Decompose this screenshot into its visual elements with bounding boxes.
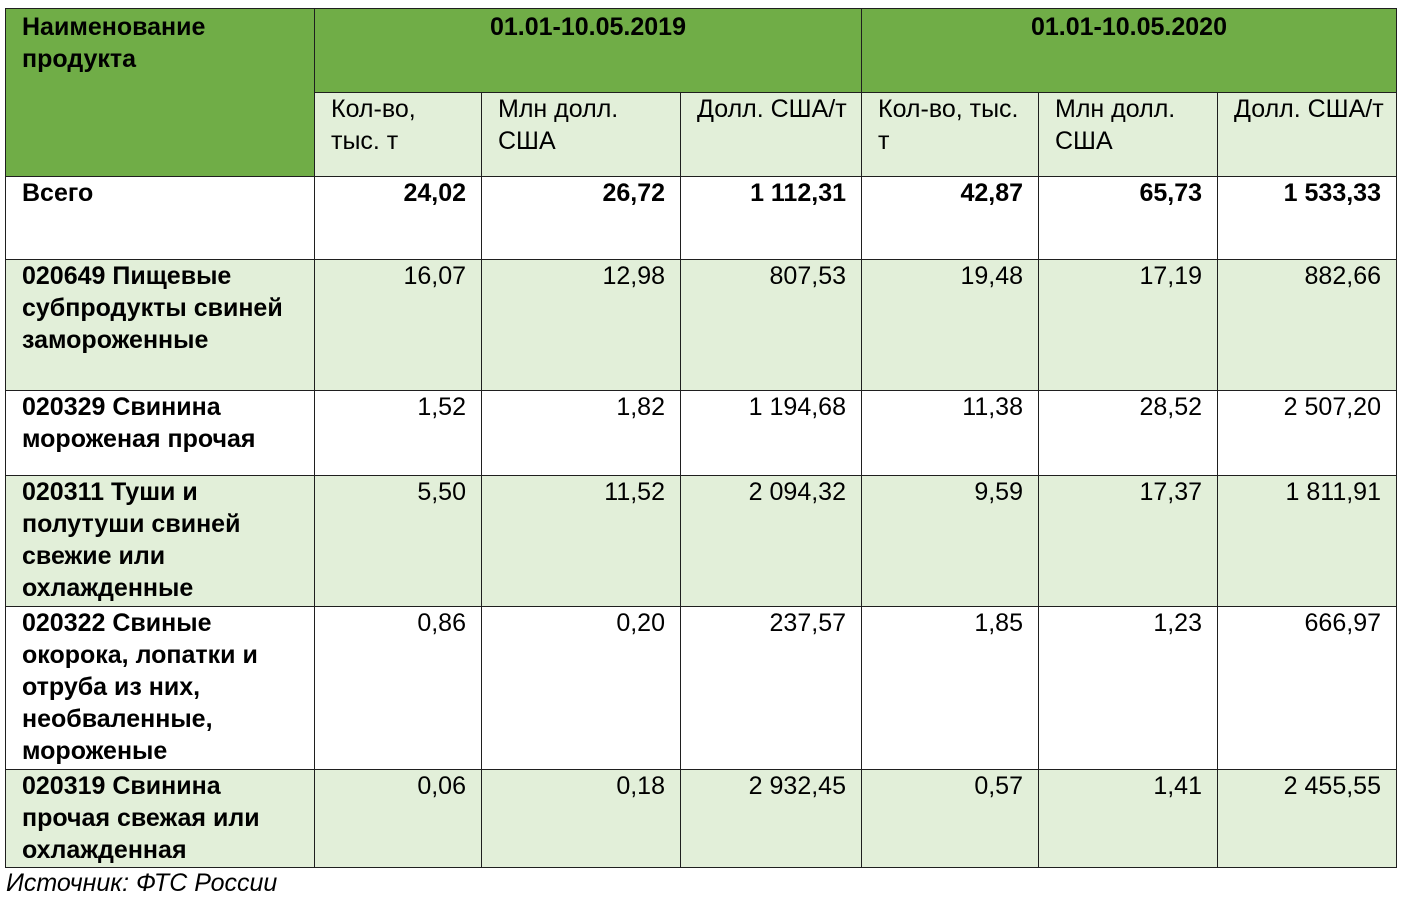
row-name: 020311 Туши и полутуши свиней свежие или… [5, 475, 315, 607]
cell-price-2020: 666,97 [1217, 606, 1397, 770]
cell-value-2019: 1,82 [481, 390, 681, 476]
row-name: 020329 Свинина мороженая прочая [5, 390, 315, 476]
cell-price-2020: 2 507,20 [1217, 390, 1397, 476]
cell-price-2020: 1 533,33 [1217, 176, 1397, 260]
table-row: 020649 Пищевые субпродукты свиней заморо… [5, 259, 1397, 391]
cell-value-2019: 0,18 [481, 769, 681, 868]
cell-price-2019: 2 094,32 [680, 475, 862, 607]
cell-qty-2019: 16,07 [314, 259, 482, 391]
cell-value-2019: 0,20 [481, 606, 681, 770]
row-name: 020322 Свиные окорока, лопатки и отруба … [5, 606, 315, 770]
header-period-2019: 01.01-10.05.2019 [314, 8, 862, 93]
cell-price-2019: 1 194,68 [680, 390, 862, 476]
table-row-total: Всего 24,02 26,72 1 112,31 42,87 65,73 1… [5, 176, 1397, 260]
table-row: 020311 Туши и полутуши свиней свежие или… [5, 475, 1397, 607]
header-qty-2019: Кол-во, тыс. т [314, 92, 482, 177]
cell-qty-2019: 24,02 [314, 176, 482, 260]
cell-qty-2020: 9,59 [861, 475, 1039, 607]
cell-price-2020: 2 455,55 [1217, 769, 1397, 868]
cell-value-2020: 65,73 [1038, 176, 1218, 260]
cell-value-2020: 1,41 [1038, 769, 1218, 868]
header-product-name: Наименование продукта [5, 8, 315, 177]
row-name: Всего [5, 176, 315, 260]
header-row-periods: Наименование продукта 01.01-10.05.2019 0… [5, 8, 1397, 177]
cell-qty-2020: 0,57 [861, 769, 1039, 868]
cell-qty-2020: 11,38 [861, 390, 1039, 476]
cell-qty-2019: 0,86 [314, 606, 482, 770]
row-name: 020649 Пищевые субпродукты свиней заморо… [5, 259, 315, 391]
table-row: 020322 Свиные окорока, лопатки и отруба … [5, 606, 1397, 770]
header-qty-2020: Кол-во, тыс. т [861, 92, 1039, 177]
table-row: 020329 Свинина мороженая прочая 1,52 1,8… [5, 390, 1397, 476]
source-note: Источник: ФТС России [6, 869, 278, 897]
cell-value-2019: 26,72 [481, 176, 681, 260]
cell-price-2019: 2 932,45 [680, 769, 862, 868]
cell-qty-2019: 1,52 [314, 390, 482, 476]
cell-qty-2020: 19,48 [861, 259, 1039, 391]
cell-qty-2020: 1,85 [861, 606, 1039, 770]
header-price-2019: Долл. США/т [680, 92, 862, 177]
cell-price-2019: 1 112,31 [680, 176, 862, 260]
cell-value-2020: 1,23 [1038, 606, 1218, 770]
cell-price-2019: 237,57 [680, 606, 862, 770]
cell-value-2019: 12,98 [481, 259, 681, 391]
header-value-2020: Млн долл. США [1038, 92, 1218, 177]
cell-price-2019: 807,53 [680, 259, 862, 391]
data-table: Наименование продукта 01.01-10.05.2019 0… [5, 8, 1397, 868]
cell-price-2020: 882,66 [1217, 259, 1397, 391]
header-value-2019: Млн долл. США [481, 92, 681, 177]
cell-value-2020: 28,52 [1038, 390, 1218, 476]
header-row-units: Кол-во, тыс. т Млн долл. США Долл. США/т… [6, 92, 1397, 177]
cell-price-2020: 1 811,91 [1217, 475, 1397, 607]
cell-qty-2019: 0,06 [314, 769, 482, 868]
row-name: 020319 Свинина прочая свежая или охлажде… [5, 769, 315, 868]
cell-value-2020: 17,37 [1038, 475, 1218, 607]
header-price-2020: Долл. США/т [1217, 92, 1397, 177]
cell-qty-2020: 42,87 [861, 176, 1039, 260]
table-row: 020319 Свинина прочая свежая или охлажде… [5, 769, 1397, 868]
header-period-2020: 01.01-10.05.2020 [861, 8, 1397, 93]
cell-qty-2019: 5,50 [314, 475, 482, 607]
cell-value-2020: 17,19 [1038, 259, 1218, 391]
cell-value-2019: 11,52 [481, 475, 681, 607]
